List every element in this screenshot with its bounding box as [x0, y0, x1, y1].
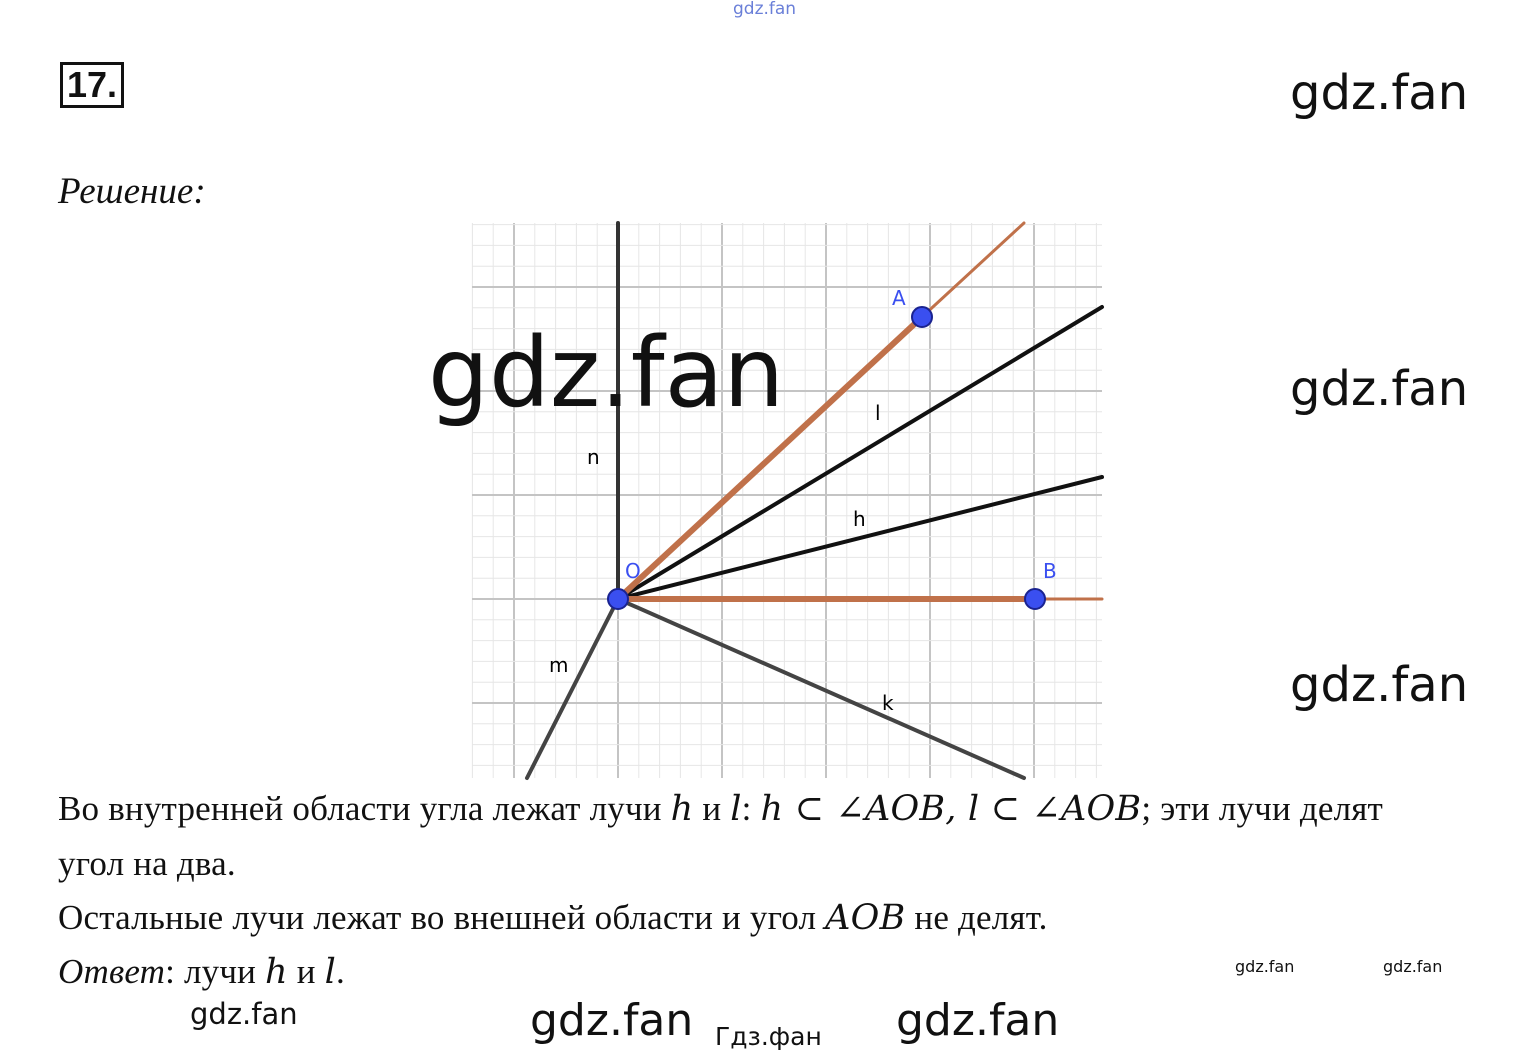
watermark-bottom-2: gdz.fan [530, 995, 694, 1046]
label-B: B [1043, 559, 1057, 583]
answer-label: Ответ [58, 952, 166, 991]
ray-m [525, 597, 620, 780]
label-l: l [875, 401, 881, 425]
text-line-3: Остальные лучи лежат во внешней области … [58, 897, 1048, 939]
ray-h-ref: h [670, 789, 694, 829]
text-line-1: Во внутренней области угла лежат лучи h … [58, 788, 1383, 830]
text-fragment: не делят. [905, 898, 1048, 937]
label-h: h [853, 507, 866, 531]
text-fragment: Во внутренней области угла лежат лучи [58, 789, 671, 828]
ray-l [616, 305, 1104, 601]
label-A: A [892, 286, 906, 310]
watermark-right-1: gdz.fan [1290, 65, 1469, 121]
watermark-bottom-5: gdz.fan [1383, 957, 1443, 976]
solution-label: Решение: [58, 171, 206, 212]
label-m: m [549, 653, 568, 677]
watermark-bottom-1: gdz.fan [190, 997, 298, 1031]
math-expression: h ⊂ ∠AOB, l ⊂ ∠AOB [760, 789, 1142, 829]
ray-OA-extension [920, 221, 1026, 319]
watermark-right-2: gdz.fan [1290, 361, 1469, 417]
watermark-bottom-4: gdz.fan [1235, 957, 1295, 976]
task-number: 17. [60, 62, 125, 108]
ray-l-ref: l [730, 789, 742, 829]
text-fragment: ; эти лучи делят [1141, 789, 1384, 828]
watermark-big: gdz.fan [428, 317, 785, 429]
point-B [1024, 588, 1046, 610]
segment-OA [615, 314, 925, 602]
ray-l-ref: l [324, 952, 337, 992]
text-line-2: угол на два. [58, 844, 236, 883]
angle-ref: AOB [825, 898, 906, 938]
text-fragment: : лучи [165, 952, 266, 991]
ray-k [616, 597, 1026, 780]
label-O: O [625, 559, 641, 583]
footer-watermark: Гдз.фан [715, 1022, 822, 1051]
ray-h [616, 475, 1104, 601]
answer-line: Ответ: лучи h и l. [58, 951, 345, 993]
watermark-right-3: gdz.fan [1290, 657, 1469, 713]
point-O [607, 588, 629, 610]
watermark-top: gdz.fan [733, 0, 797, 19]
label-n: n [587, 445, 600, 469]
text-fragment: и [287, 952, 325, 991]
watermark-bottom-3: gdz.fan [896, 995, 1060, 1046]
label-k: k [882, 691, 894, 715]
text-fragment: . [336, 952, 345, 991]
point-A [911, 306, 933, 328]
text-fragment: Остальные лучи лежат во внешней области … [58, 898, 826, 937]
text-fragment: : [741, 789, 761, 828]
text-fragment: и [693, 789, 731, 828]
ray-h-ref: h [265, 952, 288, 992]
